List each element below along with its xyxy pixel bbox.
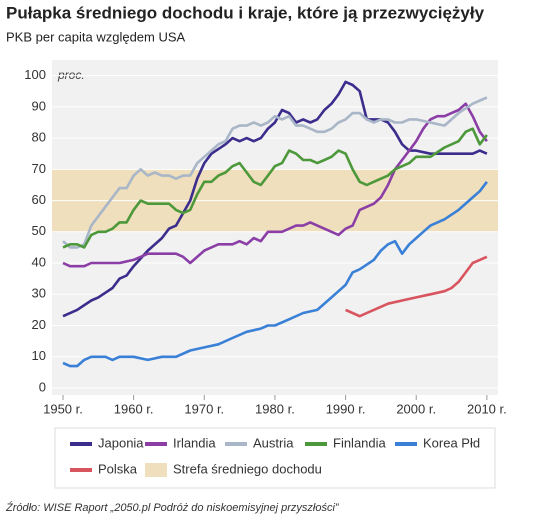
legend-label: Korea Płd [423,435,480,450]
legend-swatch [145,463,167,477]
legend-swatch [70,468,92,472]
y-tick-label: 90 [32,98,46,113]
x-tick-label: 1990 r. [326,401,366,416]
legend-swatch [305,442,327,446]
legend-label: Strefa średniego dochodu [173,461,322,476]
legend-label: Irlandia [173,435,216,450]
y-tick-label: 20 [32,317,46,332]
series-line [62,181,488,368]
series-line [62,80,488,318]
legend-swatch [145,442,167,446]
series-line [345,255,488,318]
x-tick-label: 1960 r. [114,401,154,416]
legend-label: Polska [98,461,138,476]
source-note: Źródło: WISE Raport „2050.pl Podróż do n… [5,501,340,514]
legend-swatch [395,442,417,446]
legend-swatch [225,442,247,446]
y-tick-label: 70 [32,161,46,176]
legend-label: Japonia [98,435,144,450]
x-tick-label: 1950 r. [43,401,83,416]
x-tick-label: 2010 r. [467,401,507,416]
legend-label: Finlandia [333,435,387,450]
chart-title: Pułapka średniego dochodu i kraje, które… [6,3,485,22]
y-tick-label: 30 [32,286,46,301]
y-tick-label: 100 [24,67,46,82]
chart-subtitle: PKB per capita względem USA [6,29,186,44]
legend-swatch [70,442,92,446]
y-tick-label: 50 [32,223,46,238]
x-tick-label: 2000 r. [396,401,436,416]
x-tick-label: 1980 r. [255,401,295,416]
series-line [62,127,488,249]
series-line [62,96,488,249]
y-tick-label: 40 [32,254,46,269]
y-tick-label: 60 [32,192,46,207]
legend-label: Austria [253,435,294,450]
legend-box [54,427,496,489]
y-tick-label: 0 [39,379,46,394]
y-tick-label: 10 [32,348,46,363]
y-tick-label: 80 [32,130,46,145]
x-tick-label: 1970 r. [184,401,224,416]
